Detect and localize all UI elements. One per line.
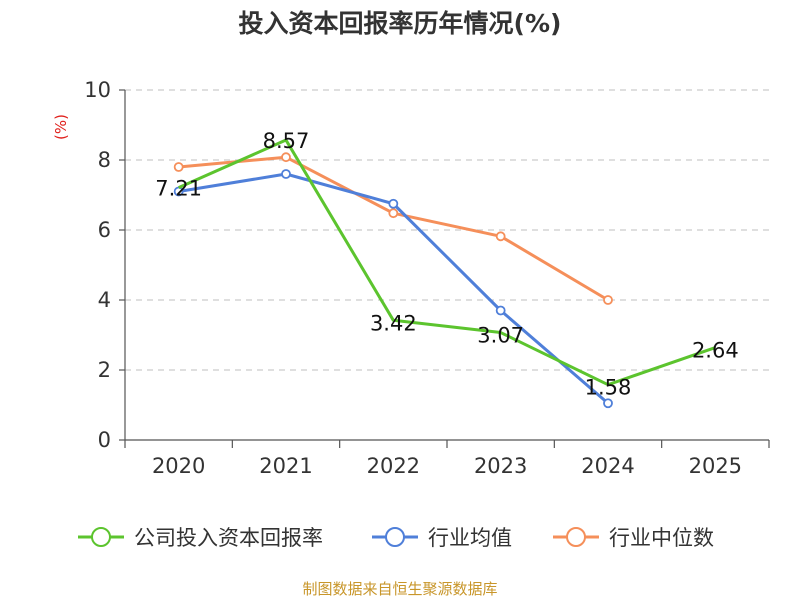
data-label: 3.07 [477, 324, 524, 348]
data-label: 1.58 [585, 376, 632, 400]
data-point [281, 169, 291, 179]
x-tick-label: 2023 [474, 454, 527, 478]
data-point [173, 162, 184, 172]
axis-layer: 0 2 4 6 8 10 2020 2021 2022 2023 2024 2025 [84, 78, 770, 478]
data-label: 2.64 [692, 339, 739, 363]
data-point [603, 295, 613, 305]
legend: 公司投入资本回报率 行业均值 行业中位数 [78, 526, 714, 550]
x-tick-label: 2022 [367, 454, 420, 478]
legend-marker [566, 527, 586, 547]
x-tick-label: 2020 [152, 454, 205, 478]
x-tick-label: 2021 [259, 454, 312, 478]
y-tick-label: 0 [98, 428, 111, 452]
data-point [603, 398, 613, 409]
grid-layer [125, 89, 769, 371]
data-label: 3.42 [370, 311, 417, 335]
data-point [281, 152, 291, 163]
x-tick-label: 2024 [581, 454, 634, 478]
x-tick-label: 2025 [689, 454, 742, 478]
data-label: 8.57 [263, 129, 310, 153]
legend-label: 公司投入资本回报率 [134, 526, 323, 550]
y-tick-label: 2 [98, 358, 111, 382]
series-line-2 [178, 155, 609, 302]
data-point [388, 208, 399, 219]
data-point [388, 198, 399, 209]
legend-label: 行业均值 [428, 526, 512, 550]
chart-title: 投入资本回报率历年情况(%) [239, 9, 562, 38]
legend-label: 行业中位数 [609, 526, 714, 550]
y-axis-unit: (%) [52, 114, 70, 140]
data-point [495, 231, 506, 242]
y-tick-label: 10 [84, 78, 111, 102]
data-point [495, 305, 506, 316]
series-layer [173, 138, 716, 409]
source-note: 制图数据来自恒生聚源数据库 [302, 580, 497, 598]
y-tick-label: 6 [98, 218, 111, 242]
legend-marker [91, 527, 111, 547]
y-tick-label: 4 [98, 288, 111, 312]
label-layer: 7.21 8.57 3.42 3.07 1.58 2.64 [155, 129, 738, 400]
y-tick-label: 8 [98, 148, 111, 172]
series-line-0 [178, 138, 716, 387]
data-label: 7.21 [155, 177, 202, 201]
legend-marker [385, 527, 405, 547]
